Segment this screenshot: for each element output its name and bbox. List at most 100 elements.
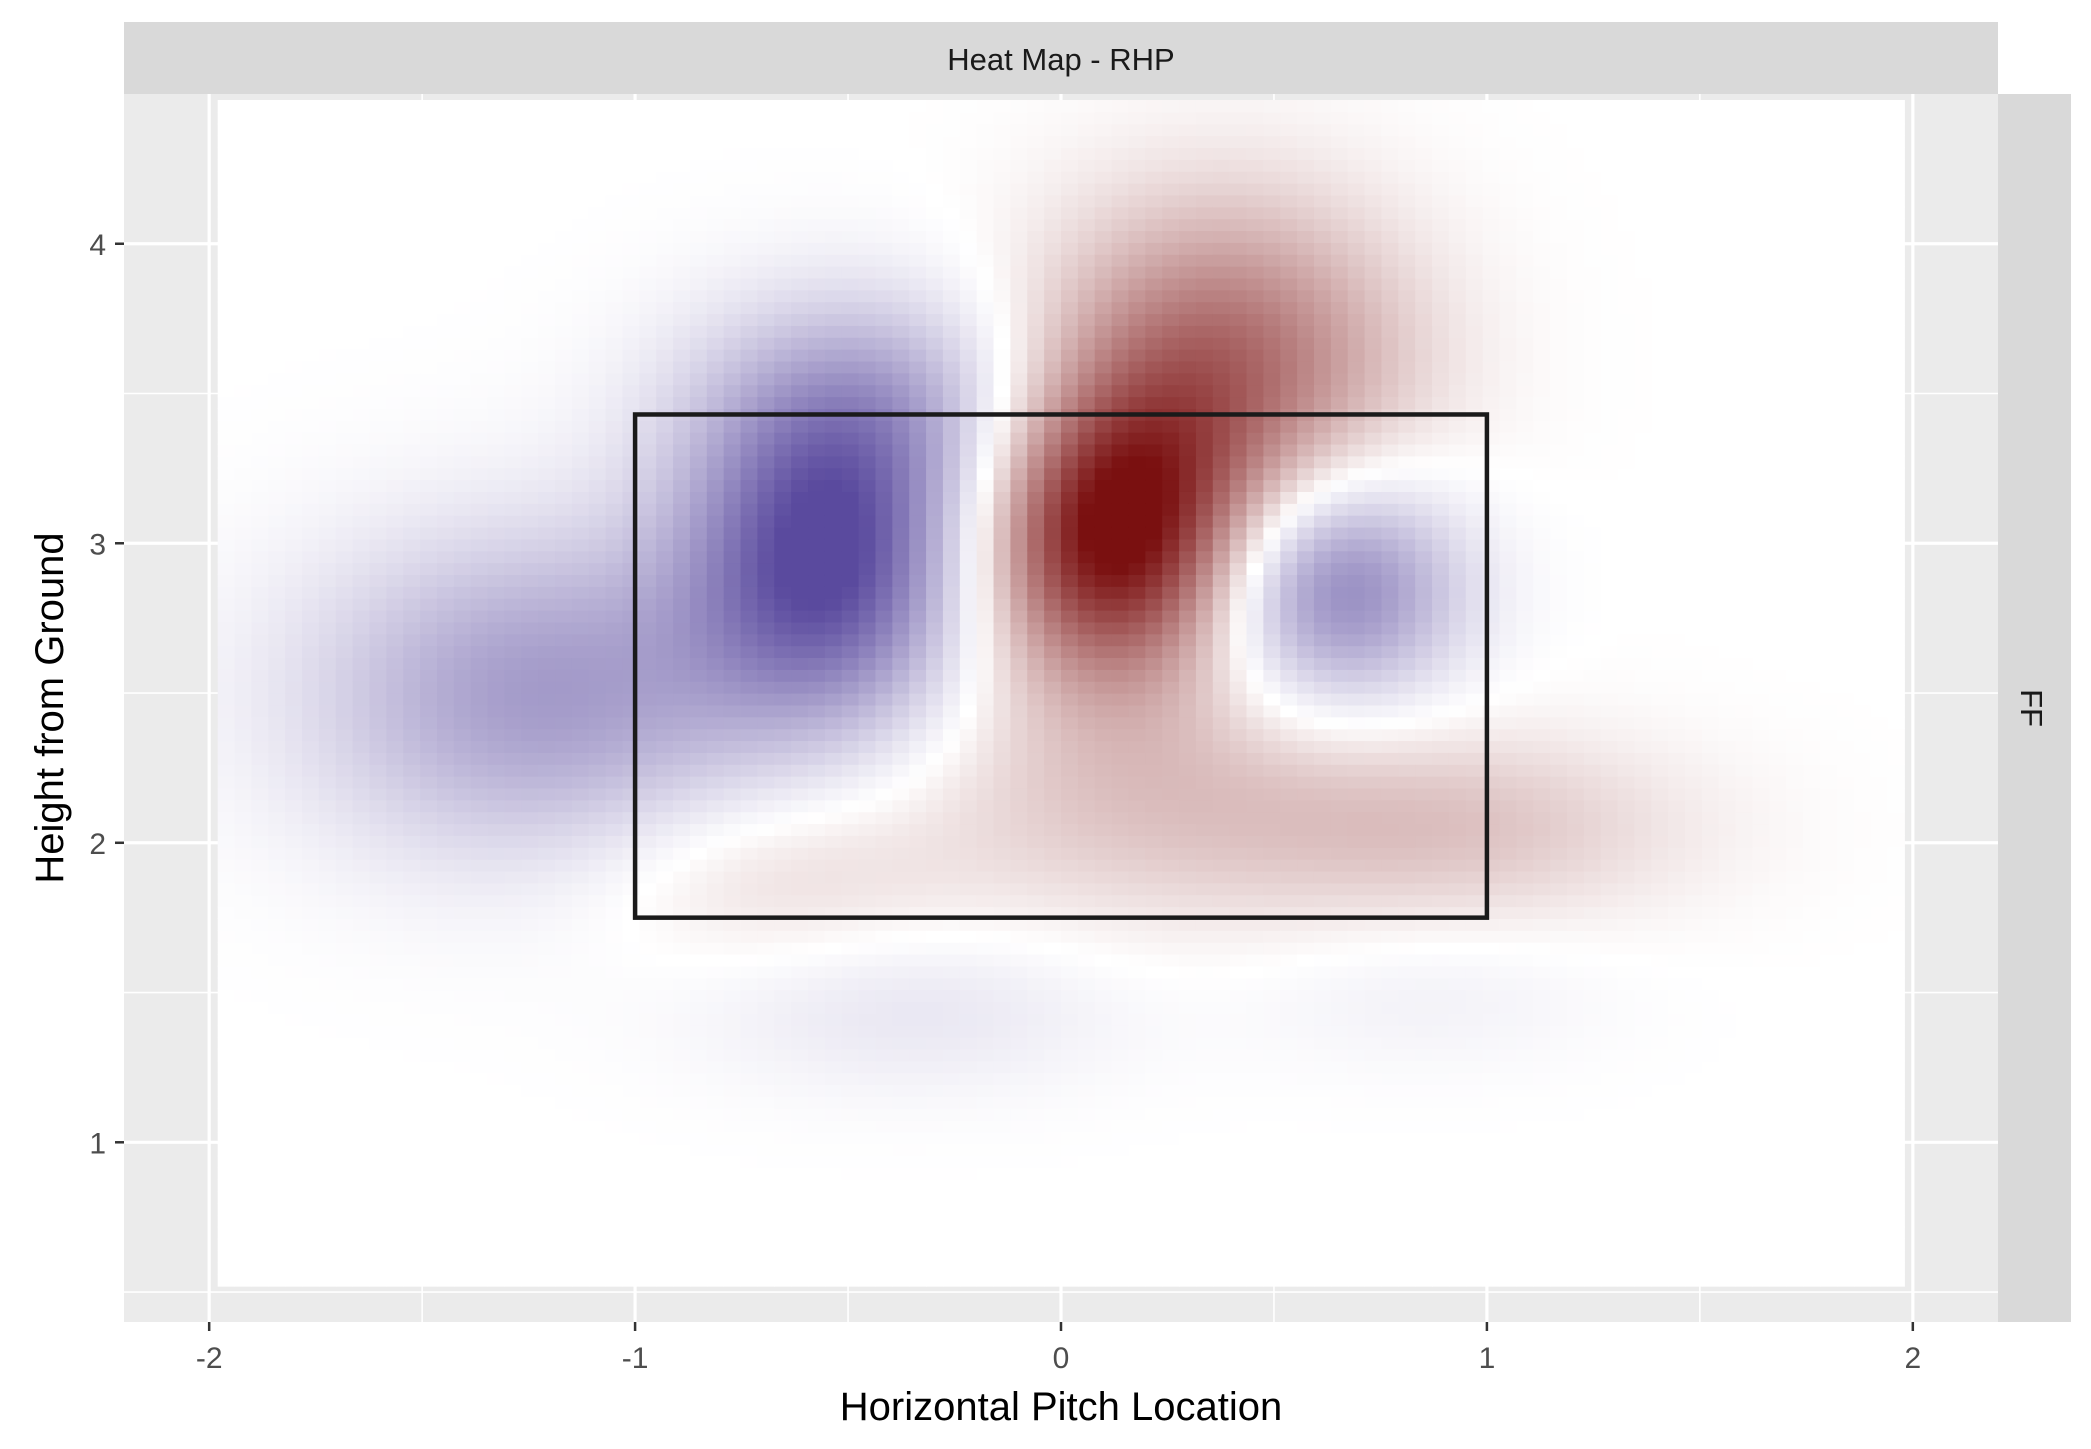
heat-tile (824, 183, 843, 196)
heat-tile (436, 1131, 455, 1145)
heat-tile (892, 1120, 910, 1133)
heat-tile (791, 277, 809, 291)
heat-tile (234, 349, 253, 362)
heat-tile (453, 906, 472, 919)
heat-tile (1044, 1013, 1062, 1026)
heat-tile (386, 313, 404, 326)
heat-tile (605, 598, 624, 611)
heat-tile (588, 728, 607, 742)
heat-tile (403, 823, 421, 836)
heat-tile (318, 1262, 337, 1275)
heat-tile (234, 443, 253, 457)
heat-tile (1010, 870, 1028, 884)
heat-tile (1044, 835, 1062, 848)
heat-tile (285, 1274, 303, 1287)
heat-tile (234, 586, 253, 599)
heat-tile (571, 1048, 590, 1062)
heat-tile (268, 586, 286, 599)
heat-tile (740, 633, 759, 647)
heat-tile (588, 610, 607, 623)
heat-tile (234, 432, 253, 445)
heat-tile (436, 894, 455, 908)
heat-tile (976, 349, 995, 362)
heat-tile (791, 455, 809, 469)
heat-tile (234, 787, 253, 801)
heat-tile (605, 811, 624, 825)
heat-tile (1044, 432, 1062, 445)
heat-tile (436, 1001, 455, 1014)
heat-tile (571, 432, 590, 445)
heat-tile (723, 918, 742, 931)
heat-tile (538, 218, 556, 232)
heat-tile (538, 1214, 556, 1228)
heat-tile (217, 1108, 236, 1121)
heat-tile (993, 586, 1012, 599)
heat-tile (521, 776, 539, 789)
heat-tile (453, 349, 472, 362)
heat-tile (335, 621, 354, 635)
heat-tile (639, 277, 657, 291)
heat-tile (858, 301, 877, 315)
heat-tile (841, 266, 860, 279)
heat-tile (976, 183, 995, 196)
heat-tile (420, 1131, 438, 1145)
heat-tile (571, 1131, 590, 1145)
heat-tile (740, 1203, 759, 1216)
heat-tile (993, 918, 1012, 931)
heat-tile (926, 977, 944, 991)
heat-tile (1010, 598, 1028, 611)
heat-tile (673, 1036, 691, 1050)
heat-tile (824, 171, 843, 184)
heat-tile (487, 479, 506, 492)
heat-tile (656, 894, 674, 908)
heat-tile (909, 123, 927, 137)
heat-tile (993, 1084, 1012, 1097)
heat-tile (909, 99, 927, 113)
heat-tile (639, 1025, 657, 1038)
heat-tile (942, 230, 961, 243)
heat-tile (386, 953, 404, 967)
heat-tile (538, 621, 556, 635)
heat-tile (723, 538, 742, 552)
heat-tile (875, 99, 893, 113)
heat-tile (841, 194, 860, 208)
heat-tile (352, 384, 371, 398)
heat-tile (959, 799, 978, 813)
heat-tile (1010, 171, 1028, 184)
heat-tile (1010, 847, 1028, 860)
heat-tile (656, 965, 674, 979)
heat-tile (420, 752, 438, 765)
heat-tile (892, 313, 910, 326)
heat-tile (453, 859, 472, 872)
heat-tile (504, 645, 522, 659)
heat-tile (251, 443, 269, 457)
heat-tile (976, 811, 995, 825)
heat-tile (386, 610, 404, 623)
heat-tile (335, 277, 354, 291)
heat-tile (1027, 372, 1045, 386)
heat-tile (251, 645, 269, 659)
heat-tile (740, 1025, 759, 1038)
heat-tile (808, 894, 826, 908)
heat-tile (318, 752, 337, 765)
heat-tile (453, 621, 472, 635)
heat-tile (875, 621, 893, 635)
heat-tile (318, 574, 337, 587)
heat-tile (369, 918, 387, 931)
heat-tile (302, 1214, 320, 1228)
heat-tile (504, 289, 522, 303)
heat-tile (436, 1108, 455, 1121)
heat-tile (689, 159, 708, 172)
heat-tile (436, 1179, 455, 1192)
heat-tile (335, 99, 354, 113)
heat-tile (723, 610, 742, 623)
heat-tile (808, 1143, 826, 1157)
heat-tile (656, 1179, 674, 1192)
heat-tile (942, 337, 961, 350)
heat-tile (605, 740, 624, 753)
heat-tile (622, 1060, 640, 1074)
heat-tile (926, 870, 944, 884)
heat-tile (436, 586, 455, 599)
heat-tile (420, 123, 438, 137)
heat-tile (268, 325, 286, 338)
